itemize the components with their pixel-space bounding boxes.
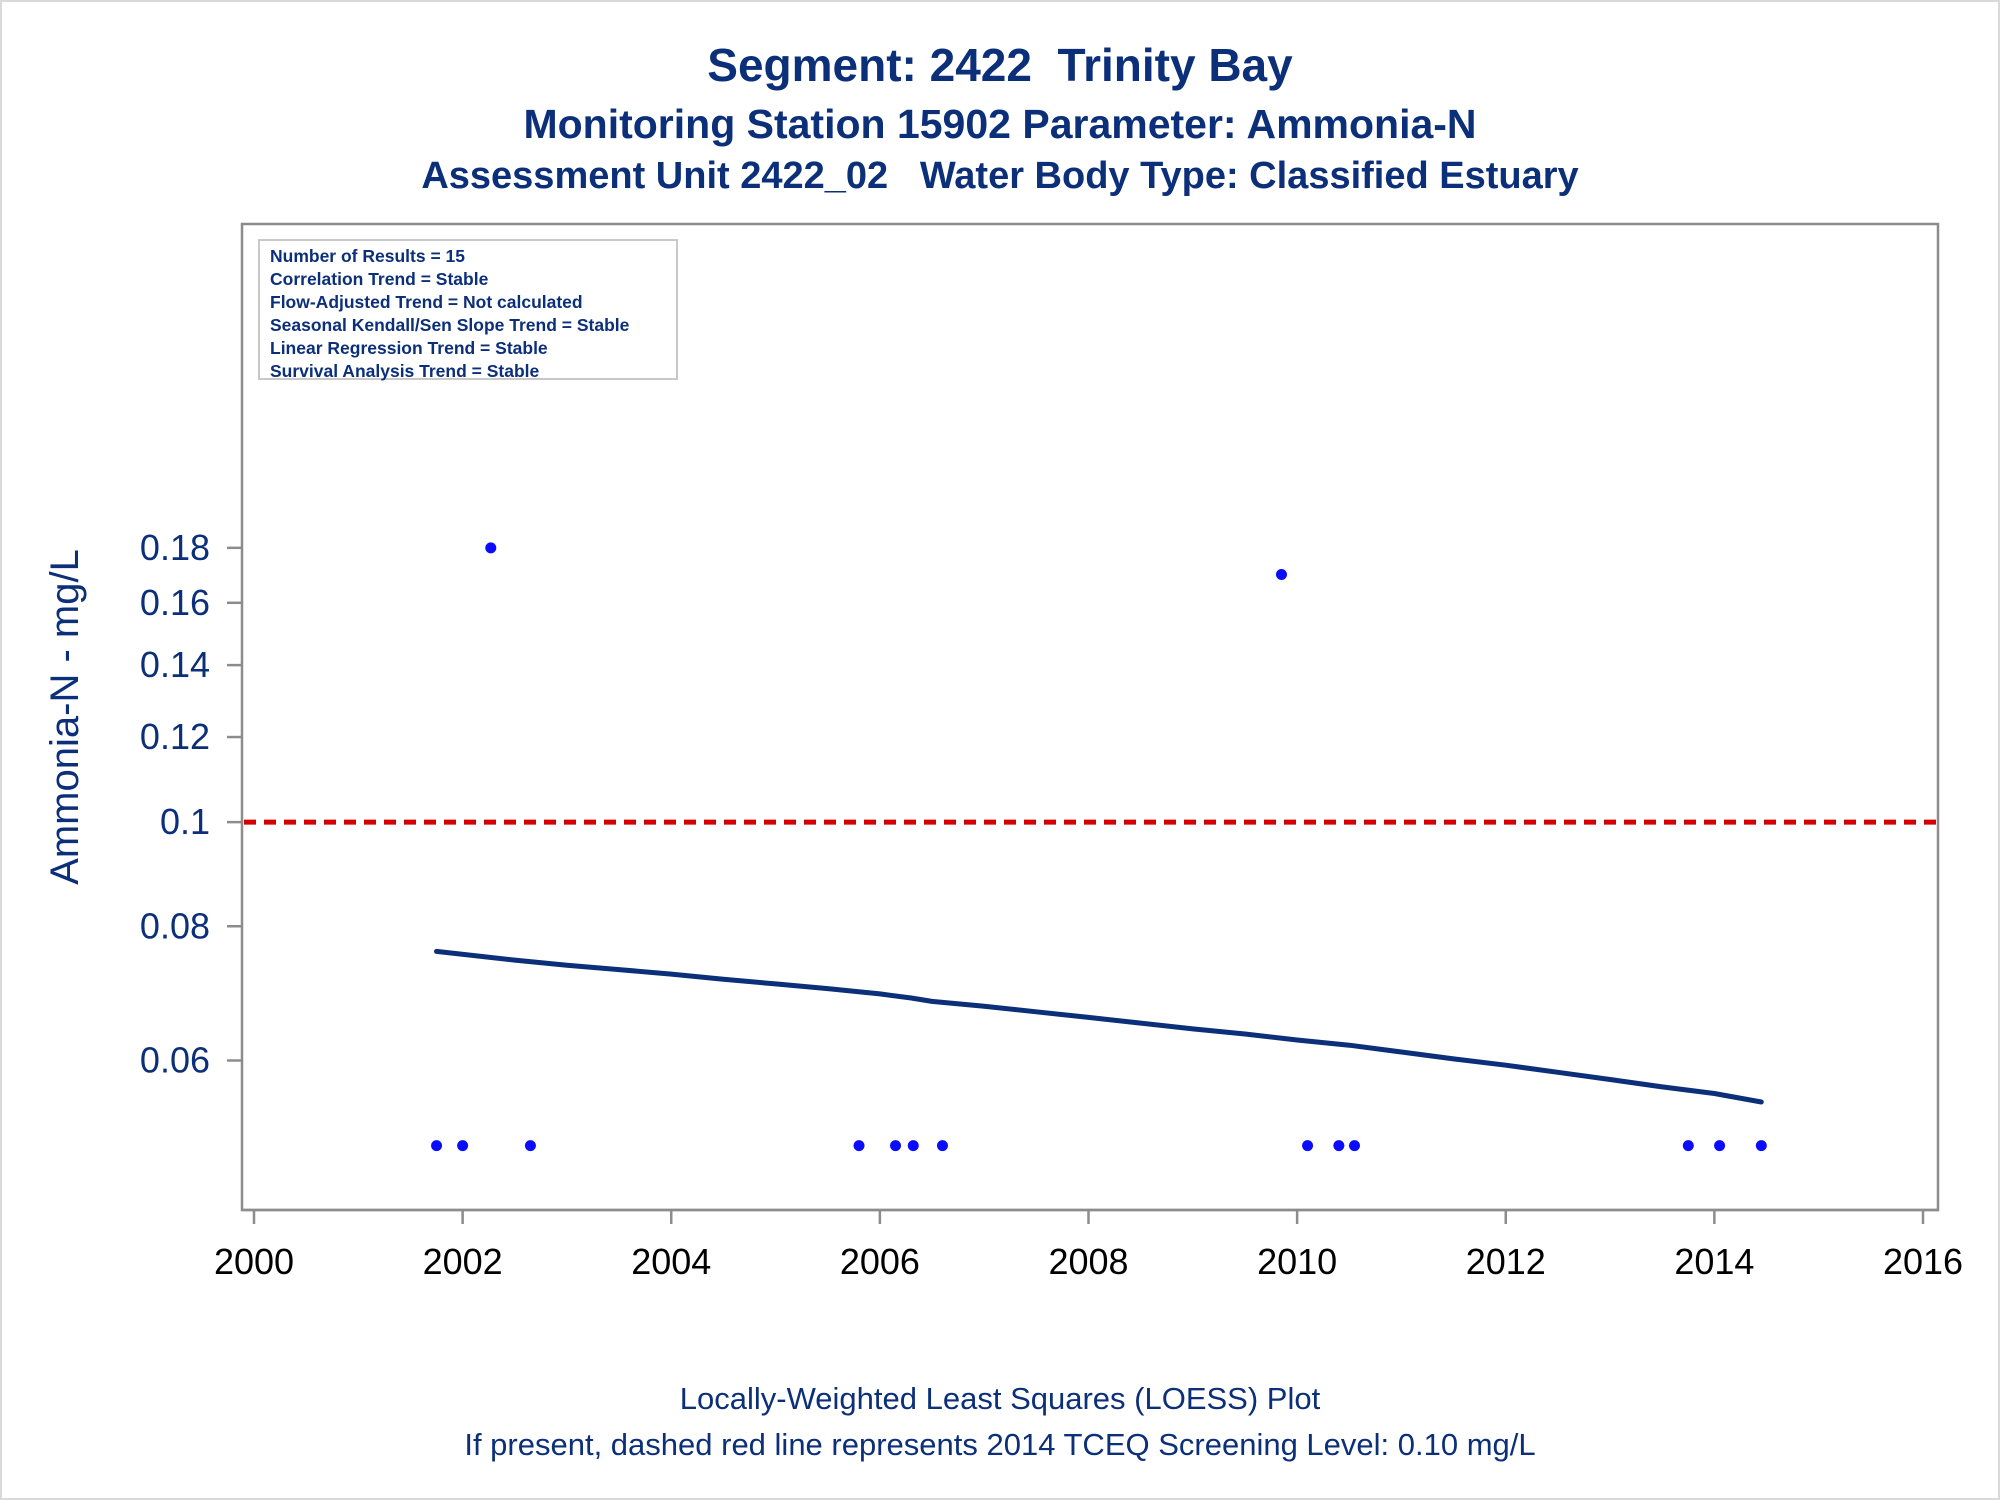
- info-seasonal-kendall-trend: Seasonal Kendall/Sen Slope Trend = Stabl…: [270, 315, 630, 335]
- info-correlation-trend: Correlation Trend = Stable: [270, 269, 489, 289]
- y-tick-label-0.12: 0.12: [140, 716, 210, 757]
- loess-curve-layer: [434, 948, 1764, 1105]
- chart-subtitle-station: Monitoring Station 15902 Parameter: Ammo…: [523, 101, 1477, 147]
- data-point: [936, 1140, 948, 1152]
- y-tick-label-0.14: 0.14: [140, 644, 210, 685]
- trend-summary-box: Number of Results = 15 Correlation Trend…: [258, 239, 678, 381]
- data-point: [907, 1140, 919, 1152]
- chart-title: Segment: 2422 Trinity Bay: [707, 39, 1293, 91]
- data-point: [1714, 1140, 1726, 1152]
- data-point: [1755, 1140, 1767, 1152]
- info-number-of-results: Number of Results = 15: [270, 246, 465, 266]
- x-tick-label-2004: 2004: [631, 1241, 711, 1282]
- y-axis: Ammonia-N - mg/L 0.06 0.08 0.1 0.12 0.14 0.16…: [43, 527, 242, 1081]
- x-axis: 2000 2002 2004 2006 2008 2010 2012 2014 2016: [214, 1208, 1963, 1282]
- x-tick-label-2010: 2010: [1257, 1241, 1337, 1282]
- y-tick-label-0.18: 0.18: [140, 527, 210, 568]
- x-tick-label-2008: 2008: [1048, 1241, 1128, 1282]
- footnote-loess: Locally-Weighted Least Squares (LOESS) P…: [679, 1381, 1321, 1416]
- data-point: [431, 1140, 443, 1152]
- data-point: [1348, 1140, 1360, 1152]
- x-tick-label-2006: 2006: [840, 1241, 920, 1282]
- y-tick-label-0.16: 0.16: [140, 582, 210, 623]
- y-tick-label-0.1: 0.1: [160, 801, 210, 842]
- data-point: [524, 1140, 536, 1152]
- data-point: [890, 1140, 902, 1152]
- footnote-screening-level: If present, dashed red line represents 2…: [464, 1427, 1536, 1462]
- info-survival-analysis-trend: Survival Analysis Trend = Stable: [270, 361, 540, 381]
- x-tick-label-2012: 2012: [1466, 1241, 1546, 1282]
- y-tick-label-0.06: 0.06: [140, 1040, 210, 1081]
- data-point: [853, 1140, 865, 1152]
- chart-subtitle-assessment: Assessment Unit 2422_02 Water Body Type:…: [421, 155, 1579, 197]
- x-tick-label-2002: 2002: [423, 1241, 503, 1282]
- x-tick-label-2016: 2016: [1883, 1241, 1963, 1282]
- data-point: [1302, 1140, 1314, 1152]
- info-flow-adjusted-trend: Flow-Adjusted Trend = Not calculated: [270, 292, 583, 312]
- loess-curve: [434, 948, 1764, 1105]
- data-point: [1333, 1140, 1345, 1152]
- data-point: [485, 542, 497, 554]
- y-tick-label-0.08: 0.08: [140, 905, 210, 946]
- y-axis-label: Ammonia-N - mg/L: [43, 549, 87, 885]
- x-tick-label-2000: 2000: [214, 1241, 294, 1282]
- data-point: [457, 1140, 469, 1152]
- x-tick-label-2014: 2014: [1674, 1241, 1754, 1282]
- data-points-layer: [431, 542, 1767, 1152]
- info-linear-regression-trend: Linear Regression Trend = Stable: [270, 338, 548, 358]
- data-point: [1275, 569, 1287, 581]
- data-point: [1682, 1140, 1694, 1152]
